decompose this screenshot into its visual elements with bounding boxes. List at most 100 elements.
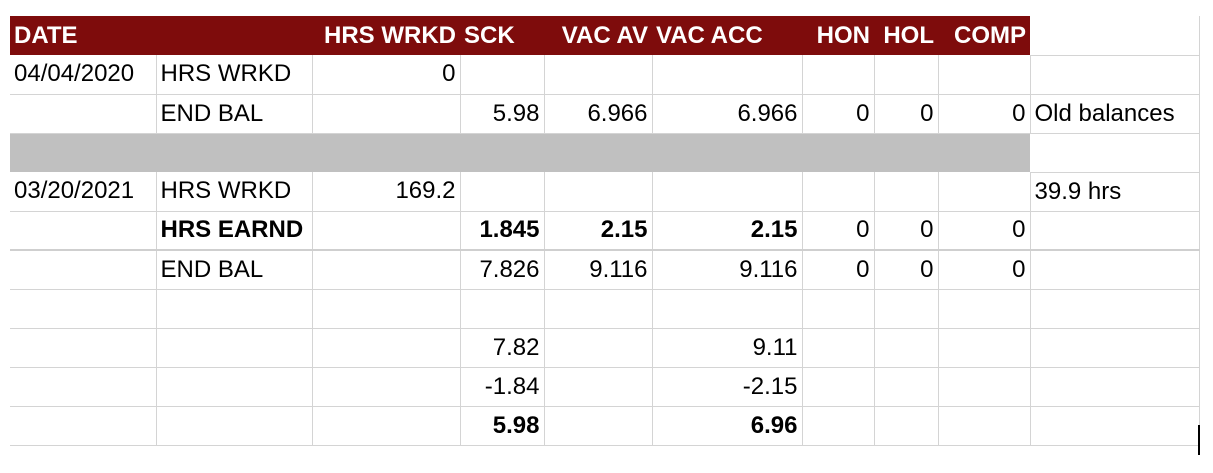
cell-note[interactable]: Old balances — [1030, 94, 1200, 134]
cell-date[interactable] — [10, 133, 156, 172]
cell-hrs-wrkd[interactable] — [312, 211, 461, 251]
cell-vac-acc[interactable] — [652, 289, 803, 329]
cell-vac-acc[interactable]: -2.15 — [652, 367, 803, 407]
cell-vac-av[interactable] — [544, 406, 653, 446]
cell-hol[interactable] — [874, 133, 938, 172]
cell-hol[interactable] — [874, 406, 939, 446]
cell-note[interactable] — [1030, 133, 1200, 173]
cell-hon[interactable]: 0 — [802, 211, 875, 251]
cell-date[interactable] — [10, 289, 157, 329]
cell-sck[interactable] — [460, 133, 544, 172]
cell-label[interactable] — [156, 328, 313, 368]
cell-hrs-wrkd[interactable]: 169.2 — [312, 172, 461, 212]
cell-sck[interactable]: 7.826 — [460, 250, 545, 290]
cell-comp[interactable] — [938, 328, 1031, 368]
cell-comp[interactable]: 0 — [938, 94, 1031, 134]
cell-hol[interactable]: 0 — [874, 94, 939, 134]
cell-hrs-wrkd[interactable] — [312, 367, 461, 407]
cell-date[interactable] — [10, 250, 157, 290]
cell-label[interactable] — [156, 133, 312, 172]
cell-date[interactable]: 04/04/2020 — [10, 55, 157, 95]
cell-note[interactable] — [1030, 250, 1200, 290]
cell-comp[interactable]: 0 — [938, 211, 1031, 251]
cell-hol[interactable]: 0 — [874, 211, 939, 251]
cell-sck[interactable] — [460, 55, 545, 95]
cell-date[interactable] — [10, 94, 157, 134]
cell-label[interactable] — [156, 289, 313, 329]
cell-hrs-wrkd[interactable] — [312, 289, 461, 329]
cell-note[interactable] — [1030, 367, 1200, 407]
cell-label[interactable] — [156, 406, 313, 446]
cell-hrs-wrkd[interactable] — [312, 250, 461, 290]
cell-label[interactable]: HRS WRKD — [156, 55, 313, 95]
cell-vac-acc[interactable]: 9.116 — [652, 250, 803, 290]
cell-hon[interactable] — [802, 133, 874, 172]
cell-comp[interactable]: 0 — [938, 250, 1031, 290]
cell-hrs-wrkd[interactable]: 0 — [312, 55, 461, 95]
cell-hol[interactable] — [874, 289, 939, 329]
header-hrs-wrkd[interactable]: HRS WRKD — [312, 16, 460, 55]
cell-hon[interactable] — [802, 289, 875, 329]
cell-vac-av[interactable] — [544, 328, 653, 368]
cell-hon[interactable]: 0 — [802, 94, 875, 134]
cell-vac-acc[interactable]: 2.15 — [652, 211, 803, 251]
cell-note[interactable]: 39.9 hrs — [1030, 172, 1200, 212]
cell-comp[interactable] — [938, 172, 1031, 212]
cell-hon[interactable] — [802, 172, 875, 212]
header-hon[interactable]: HON — [802, 16, 874, 55]
cell-label[interactable] — [156, 367, 313, 407]
cell-hon[interactable] — [802, 55, 875, 95]
cell-note[interactable] — [1030, 289, 1200, 329]
cell-label[interactable]: HRS EARND — [156, 211, 313, 251]
cell-hol[interactable] — [874, 328, 939, 368]
header-vac-av[interactable]: VAC AV — [544, 16, 652, 55]
cell-date[interactable] — [10, 367, 157, 407]
cell-comp[interactable] — [938, 133, 1030, 172]
cell-vac-av[interactable] — [544, 55, 653, 95]
header-date[interactable]: DATE — [10, 16, 156, 55]
cell-vac-av[interactable] — [544, 367, 653, 407]
cell-date[interactable]: 03/20/2021 — [10, 172, 157, 212]
cell-sck[interactable] — [460, 172, 545, 212]
header-hol[interactable]: HOL — [874, 16, 938, 55]
cell-vac-av[interactable]: 6.966 — [544, 94, 653, 134]
cell-label[interactable]: END BAL — [156, 250, 313, 290]
cell-comp[interactable] — [938, 406, 1031, 446]
cell-vac-acc[interactable] — [652, 55, 803, 95]
cell-hon[interactable] — [802, 367, 875, 407]
cell-vac-acc[interactable]: 6.96 — [652, 406, 803, 446]
cell-hon[interactable]: 0 — [802, 250, 875, 290]
cell-vac-av[interactable]: 2.15 — [544, 211, 653, 251]
cell-vac-av[interactable]: 9.116 — [544, 250, 653, 290]
header-comp[interactable]: COMP — [938, 16, 1030, 55]
cell-date[interactable] — [10, 211, 157, 251]
header-note[interactable] — [1030, 16, 1200, 56]
cell-sck[interactable]: 7.82 — [460, 328, 545, 368]
cell-note[interactable] — [1030, 328, 1200, 368]
cell-date[interactable] — [10, 406, 157, 446]
cell-date[interactable] — [10, 328, 157, 368]
cell-hol[interactable]: 0 — [874, 250, 939, 290]
cell-sck[interactable]: 1.845 — [460, 211, 545, 251]
cell-vac-av[interactable] — [544, 133, 652, 172]
cell-comp[interactable] — [938, 367, 1031, 407]
header-vac-acc[interactable]: VAC ACC — [652, 16, 802, 55]
cell-sck[interactable]: 5.98 — [460, 406, 545, 446]
cell-hrs-wrkd[interactable] — [312, 94, 461, 134]
cell-comp[interactable] — [938, 55, 1031, 95]
cell-note[interactable] — [1030, 406, 1200, 446]
cell-note[interactable] — [1030, 55, 1200, 95]
cell-sck[interactable]: -1.84 — [460, 367, 545, 407]
cell-label[interactable]: HRS WRKD — [156, 172, 313, 212]
cell-hrs-wrkd[interactable] — [312, 406, 461, 446]
cell-hrs-wrkd[interactable] — [312, 133, 460, 172]
cell-vac-acc[interactable]: 9.11 — [652, 328, 803, 368]
cell-vac-acc[interactable] — [652, 172, 803, 212]
cell-hol[interactable] — [874, 172, 939, 212]
cell-vac-acc[interactable]: 6.966 — [652, 94, 803, 134]
cell-note[interactable] — [1030, 211, 1200, 251]
cell-vac-acc[interactable] — [652, 133, 802, 172]
header-sck[interactable]: SCK — [460, 16, 544, 55]
cell-sck[interactable] — [460, 289, 545, 329]
cell-hon[interactable] — [802, 406, 875, 446]
